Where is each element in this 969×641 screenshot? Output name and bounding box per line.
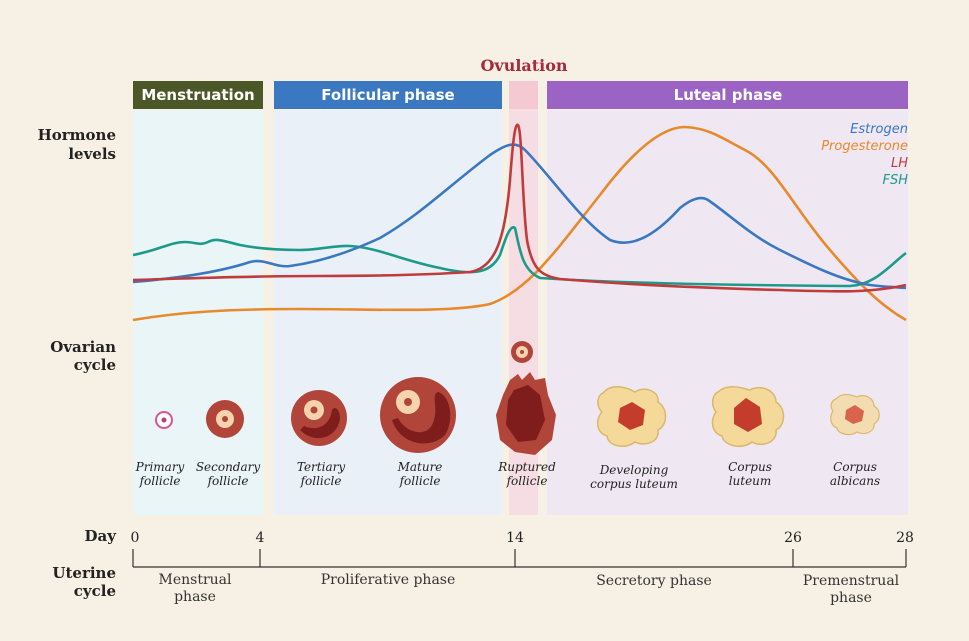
legend-entry: LH [891, 156, 908, 171]
phase-label: Menstruation [141, 86, 254, 104]
uterine-phase: Premenstrual phase [803, 573, 900, 606]
phase-label: Follicular phase [321, 86, 454, 104]
luteal-panel [547, 110, 908, 515]
row-label: Hormone levels [38, 126, 116, 163]
stage-label: Primary follicle [135, 460, 185, 488]
day-label: 0 [131, 530, 140, 546]
estrogen-curve [132, 143, 907, 290]
phase-bar [133, 81, 263, 109]
phase-label: Luteal phase [674, 86, 783, 104]
legend-entry: Estrogen [850, 122, 908, 137]
uterine-phase: Proliferative phase [321, 572, 456, 588]
corpus-albicans [830, 394, 880, 436]
secondary-follicle [206, 400, 244, 438]
uterine-phase: Menstrual phase [159, 572, 233, 605]
lh-curve [132, 123, 907, 293]
phase-bar [547, 81, 908, 109]
fsh-curve [132, 226, 907, 288]
ruptured-follicle [496, 341, 556, 455]
tertiary-follicle [291, 390, 347, 446]
row-label: Day [85, 527, 118, 545]
uterine-phase: Secretory phase [596, 573, 712, 589]
row-label: Uterine cycle [52, 564, 116, 600]
day-ticks [132, 549, 907, 567]
stage-label: Secondary follicle [196, 460, 261, 488]
stage-label: Corpus albicans [830, 460, 880, 488]
progesterone-curve [132, 125, 907, 322]
stage-label: Tertiary follicle [297, 460, 345, 488]
day-label: 26 [784, 530, 802, 546]
stage-label: Ruptured follicle [497, 460, 556, 488]
corpus-luteum [711, 386, 785, 448]
stage-label: Developing corpus luteum [590, 463, 678, 491]
day-label: 14 [506, 530, 524, 546]
phase-bar [509, 81, 538, 109]
follicular-panel [274, 110, 502, 515]
stage-label: Corpus luteum [728, 460, 772, 488]
stage-label: Mature follicle [397, 460, 443, 488]
developing-corpus-luteum [597, 386, 667, 448]
legend-entry: Progesterone [821, 139, 908, 154]
phase-bar [274, 81, 502, 109]
day-label: 28 [896, 530, 914, 546]
mature-follicle [380, 377, 456, 453]
row-label: Ovarian cycle [50, 338, 116, 374]
day-label: 4 [256, 530, 265, 546]
primary-follicle [155, 411, 173, 429]
ovulation-label: Ovulation [480, 56, 567, 75]
legend-entry: FSH [882, 173, 908, 188]
